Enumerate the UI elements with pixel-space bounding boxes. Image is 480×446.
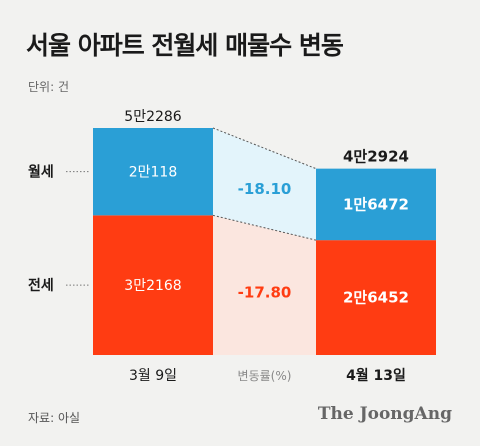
bar-jeonse-label: 2만6452 — [343, 289, 409, 307]
chart-title: 서울 아파트 전월세 매물수 변동 — [26, 31, 344, 60]
band-dashed-line — [212, 214, 317, 241]
bar-monthly-label: 2만118 — [129, 165, 178, 181]
change-label-jeonse: -17.80 — [238, 283, 292, 301]
source-label: 자료: 아실 — [28, 411, 81, 425]
category-label: 4월 13일 — [346, 367, 406, 384]
total-label: 5만2286 — [124, 109, 182, 125]
band-monthly — [213, 128, 316, 241]
unit-label: 단위: 건 — [28, 80, 69, 94]
series-label: 월세 — [28, 164, 54, 181]
bar-monthly — [316, 168, 436, 241]
brand-logo: The JoongAng — [317, 404, 452, 424]
total-label: 4만2924 — [343, 148, 409, 166]
change-label-monthly: -18.10 — [238, 180, 292, 198]
bar-jeonse-label: 3만2168 — [124, 278, 181, 294]
series-label: 전세 — [28, 277, 54, 294]
category-label: 3월 9일 — [129, 368, 177, 384]
bar-monthly — [93, 128, 213, 216]
bar-jeonse — [93, 215, 213, 355]
bar-monthly-label: 1만6472 — [343, 195, 409, 213]
change-axis-label: 변동률(%) — [238, 369, 292, 383]
band-jeonse — [213, 215, 316, 355]
band-dashed-line — [212, 127, 317, 170]
bar-jeonse — [316, 240, 436, 355]
